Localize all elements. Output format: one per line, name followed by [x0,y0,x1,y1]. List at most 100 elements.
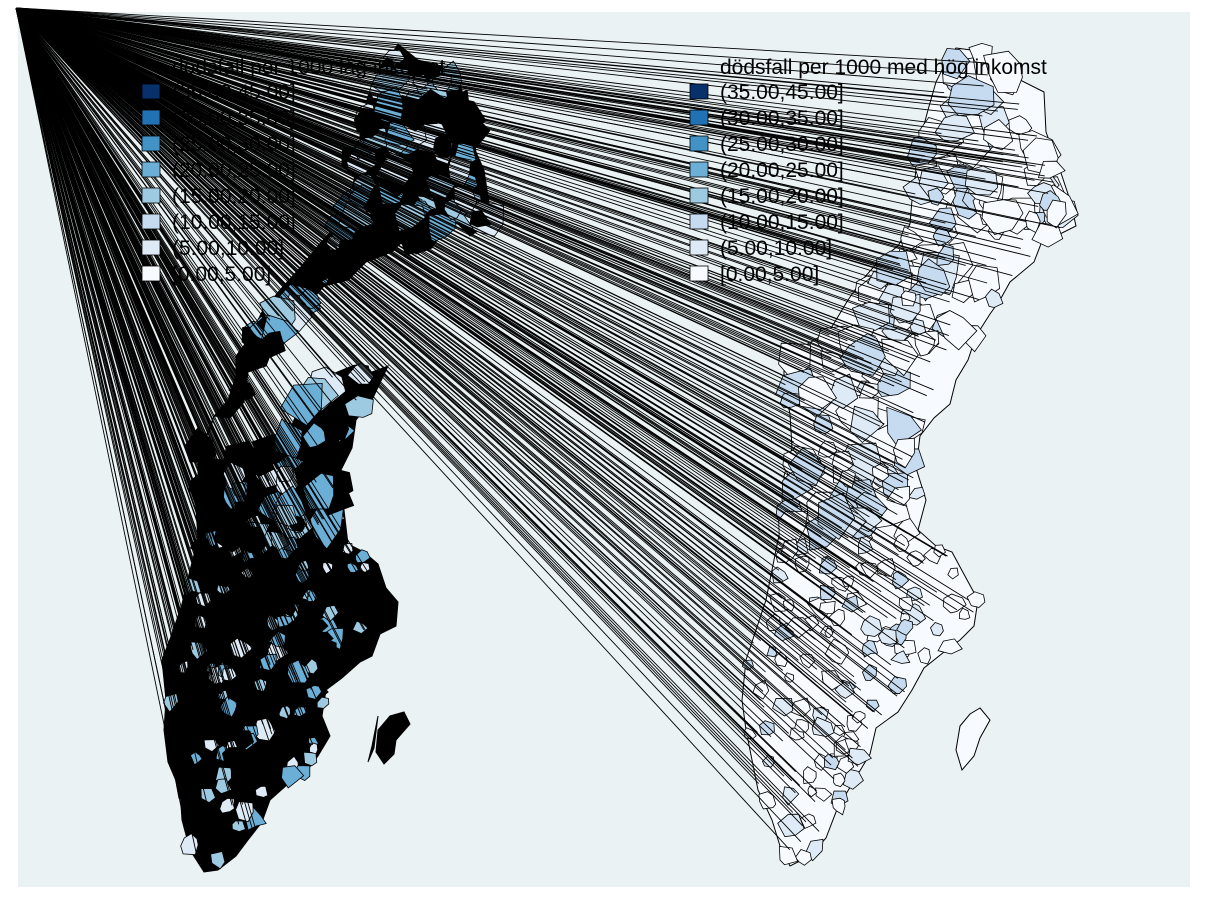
leader-line [15,7,317,483]
legend-label: (30.00,35.00] [720,107,844,130]
municipality [782,786,800,806]
leader-line [15,7,336,376]
municipality [818,556,838,575]
leader-line [15,7,1049,194]
leader-line [15,7,881,427]
legend-swatch [689,239,709,256]
leader-line [15,7,208,566]
leader-line [15,7,856,343]
leader-line [15,7,261,368]
municipality [352,620,369,635]
municipality [935,310,978,351]
leader-line [15,7,920,163]
municipality [966,591,986,608]
legend-label: (15.00,20.00] [172,185,296,208]
municipality [860,561,879,579]
leader-line [15,7,986,180]
leader-line [15,7,987,266]
leader-line [15,7,892,304]
municipality [240,755,257,774]
legend-swatch [141,109,161,126]
municipality [901,290,917,307]
municipality [231,820,246,833]
municipality [303,751,318,767]
legend-swatch [141,213,161,230]
municipality [917,647,931,665]
municipality [201,804,221,823]
municipality [983,50,1023,93]
legend-swatch [689,187,709,204]
leader-line [15,7,905,615]
legend-label: (10.00,15.00] [172,211,296,234]
leader-line [15,7,278,708]
municipality [180,833,199,856]
leader-line [15,7,860,593]
municipality [890,650,911,664]
leader-line [15,7,899,260]
legend-label: (10.00,15.00] [720,211,844,234]
municipality [932,226,953,247]
municipality [303,658,319,675]
leader-line [15,7,305,454]
legend-label: (35.00,45.00] [172,81,296,104]
leader-line [15,7,294,713]
leader-line [15,7,229,694]
leader-line [15,7,190,742]
leader-line [15,7,832,359]
leader-line [15,7,1027,222]
legend-label: (35.00,45.00] [720,81,844,104]
leader-line [15,7,794,381]
leader-line [15,7,921,378]
leader-line [15,7,889,468]
legend-label: (20.00,25.00] [720,159,844,182]
legend-swatch [689,213,709,230]
leader-line [15,7,949,337]
leader-line [15,7,766,685]
legend-swatch [689,83,709,100]
leader-line [15,7,287,619]
gotland-low-income [375,711,411,765]
municipality [881,338,919,377]
municipality [819,600,836,615]
leader-line [15,7,1029,141]
leader-line [15,7,998,193]
leader-line [15,7,322,409]
legend-swatch [141,239,161,256]
leader-line [15,7,805,373]
leader-line [15,7,847,370]
leader-line [15,7,998,112]
leader-line [15,7,906,546]
legend-swatch [689,109,709,126]
leader-line [15,7,233,806]
leader-line [15,7,181,778]
leader-line [15,7,1037,137]
leader-line [15,7,262,586]
leader-line [15,7,265,760]
municipality [983,119,1014,151]
leader-line [15,7,918,174]
leader-line [15,7,334,489]
legend-items-low: (35.00,45.00] (30.00,35.00] (25.00,30.00] (… [141,81,296,286]
municipality [842,768,864,790]
municipality [301,649,315,661]
leader-line [15,7,310,510]
leader-line [15,7,906,469]
municipality [281,765,305,789]
leader-line [15,7,327,473]
municipality [778,845,799,866]
leader-line [15,7,947,99]
leader-line [15,7,927,397]
gotland-high-income [955,707,991,772]
leader-line [15,7,916,195]
leader-line [15,7,908,507]
leader-line [15,7,345,607]
municipality [803,766,817,784]
leader-line [15,7,314,745]
legend-label: [0.00,5.00] [172,263,271,286]
municipality [934,114,976,142]
legend-swatch [141,161,161,178]
municipality [297,620,316,638]
leader-line [15,7,882,593]
leader-line [15,7,861,748]
